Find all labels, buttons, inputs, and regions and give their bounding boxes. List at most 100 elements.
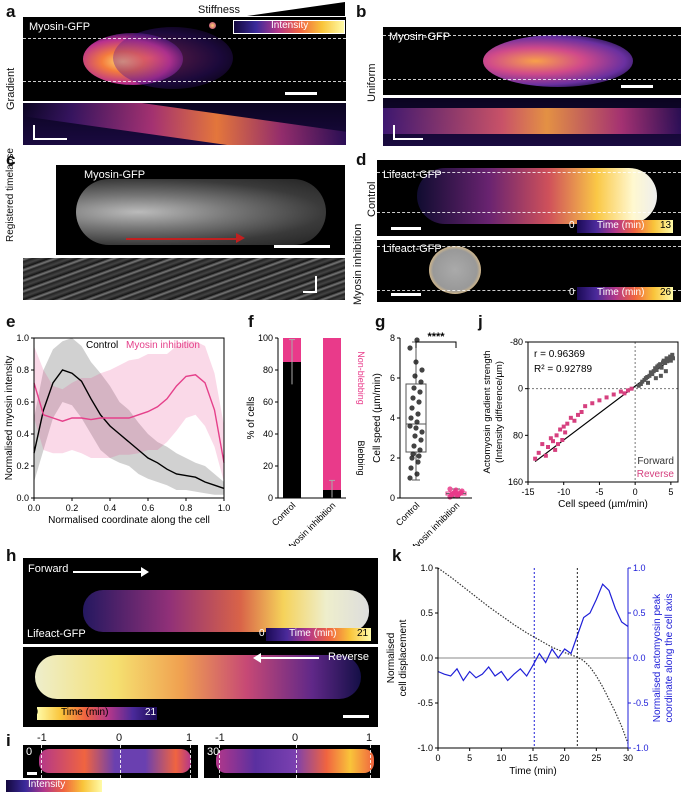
k-xtick-label: 15 — [528, 753, 538, 763]
panel-h-title: Lifeact-GFP — [27, 628, 86, 640]
k-ylabel-left-2: cell displacement — [398, 619, 409, 696]
e-xtick-label: 0.6 — [142, 503, 155, 513]
j-point-reverse — [622, 391, 627, 396]
k-xtick-label: 30 — [623, 753, 633, 763]
j-point-forward — [663, 361, 668, 365]
k-ytick-label-right: -1.0 — [633, 743, 649, 753]
panel-h-cbar-top-min: 0 — [259, 628, 265, 639]
e-band-0 — [34, 338, 224, 495]
e-band-1 — [34, 341, 224, 482]
e-legend-inhibition: Myosin inhibition — [126, 340, 200, 351]
g-sig-label: **** — [427, 331, 445, 343]
panel-h-cbar-bottom-max: 21 — [145, 707, 157, 718]
panel-h-forward-label: Forward — [28, 563, 69, 575]
k-xtick-label: 20 — [560, 753, 570, 763]
f-ytick-label: 60 — [263, 397, 273, 407]
j-point-forward — [671, 356, 675, 361]
j-r2-label: R² = 0.92789 — [534, 364, 593, 375]
chart-j: -15 -10 -5 0 5 -80 0 80 160 Cell speed (µm/min) Ac… — [482, 337, 679, 510]
panel-d-cbar-bottom-min: 0 — [569, 287, 575, 298]
panel-h-micrograph-reverse: Reverse 30 Time (min) 21 — [23, 647, 378, 727]
j-xtick-label: -15 — [521, 487, 534, 497]
e-xtick-label: 0.0 — [28, 503, 41, 513]
g-point — [408, 465, 414, 471]
j-point-forward — [664, 356, 669, 361]
panel-d-cbar-bottom-label: Time (min) — [597, 287, 645, 298]
j-point-reverse — [536, 450, 541, 455]
j-point-forward — [661, 358, 666, 363]
j-point-forward — [666, 357, 671, 362]
j-point-reverse — [551, 439, 555, 444]
g-point — [415, 411, 421, 417]
e-xtick-label: 0.4 — [104, 503, 117, 513]
j-xtick-label: -5 — [595, 487, 603, 497]
e-ylabel: Normalised myosin intensity — [4, 356, 15, 481]
g-point — [408, 415, 414, 421]
panel-label-d: d — [356, 150, 367, 169]
g-point — [415, 459, 421, 465]
g-point — [416, 453, 422, 459]
j-point-forward — [653, 376, 658, 381]
panel-h-cbar-bottom-label: Time (min) — [61, 707, 109, 718]
panel-label-k: k — [392, 546, 402, 565]
e-xlabel: Normalised coordinate along the cell — [48, 515, 210, 526]
panel-i-tick-right-1: -1 — [215, 732, 225, 744]
g-point — [453, 487, 459, 493]
panel-label-f: f — [248, 312, 254, 331]
stiffness-wedge — [247, 2, 345, 16]
j-point-forward — [646, 380, 650, 385]
g-ytick-label: 2 — [390, 453, 395, 463]
panel-c-micrograph: Myosin-GFP — [56, 165, 345, 255]
j-point-reverse — [543, 453, 548, 458]
e-xtick-label: 1.0 — [218, 503, 231, 513]
panel-label-c: c — [6, 150, 16, 169]
panel-i-tick-left-1: -1 — [37, 732, 47, 744]
k-xlabel: Time (min) — [509, 766, 556, 777]
g-xtick-label: Control — [394, 500, 422, 528]
k-ytick-label-right: 0.0 — [633, 653, 646, 663]
panel-c-side-label: Registered timelapse — [5, 148, 16, 242]
panel-h-cbar-top-label: Time (min) — [289, 628, 337, 639]
k-xtick-label: 5 — [467, 753, 472, 763]
g-point — [407, 475, 413, 481]
j-point-reverse — [558, 427, 563, 432]
k-ytick-label-left: 1.0 — [420, 563, 433, 573]
j-ytick-label: 0 — [518, 384, 523, 394]
k-ytick-label-left: 0.0 — [420, 653, 433, 663]
j-point-reverse — [576, 412, 580, 417]
panel-c-title: Myosin-GFP — [84, 169, 146, 181]
e-ytick-label: 1.0 — [16, 333, 29, 343]
k-ylabel-right-1: Normalised actomyosin peak — [652, 593, 663, 722]
j-point-reverse — [568, 415, 573, 420]
j-ylabel-1: Actomyosin gradient strength — [482, 350, 493, 473]
j-frame — [527, 341, 679, 483]
f-ytick-label: 100 — [258, 333, 273, 343]
g-ytick-label: 8 — [390, 333, 395, 343]
panel-i-micrograph-30: 30 — [204, 745, 380, 778]
k-line-displacement — [437, 567, 629, 744]
j-point-reverse — [548, 436, 553, 441]
panel-d-title-top: Lifeact-GFP — [383, 169, 442, 181]
k-ylabel-right-2: coordinate along the cell axis — [664, 594, 675, 723]
panel-i-tick-right-2: 0 — [292, 732, 299, 744]
j-point-reverse — [565, 421, 570, 426]
g-point — [407, 423, 413, 429]
k-xtick-label: 25 — [591, 753, 601, 763]
k-xtick-label: 10 — [496, 753, 506, 763]
panel-h-micrograph-forward: Forward Lifeact-GFP 0 Time (min) 21 — [23, 558, 378, 644]
panel-label-g: g — [375, 312, 386, 331]
g-point — [417, 389, 423, 395]
intensity-label: Intensity — [271, 20, 309, 31]
j-point-forward — [651, 369, 656, 374]
panel-b-kymograph — [383, 98, 681, 146]
g-point — [413, 359, 419, 365]
j-ytick-label: 80 — [513, 430, 523, 440]
g-point — [413, 425, 419, 431]
panel-d-micrograph-inhibition: Lifeact-GFP 0 Time (min) 26 — [377, 240, 681, 302]
j-point-reverse — [604, 395, 609, 400]
j-point-reverse — [579, 410, 584, 414]
f-ytick-label: 20 — [263, 461, 273, 471]
j-point-reverse — [583, 404, 588, 409]
